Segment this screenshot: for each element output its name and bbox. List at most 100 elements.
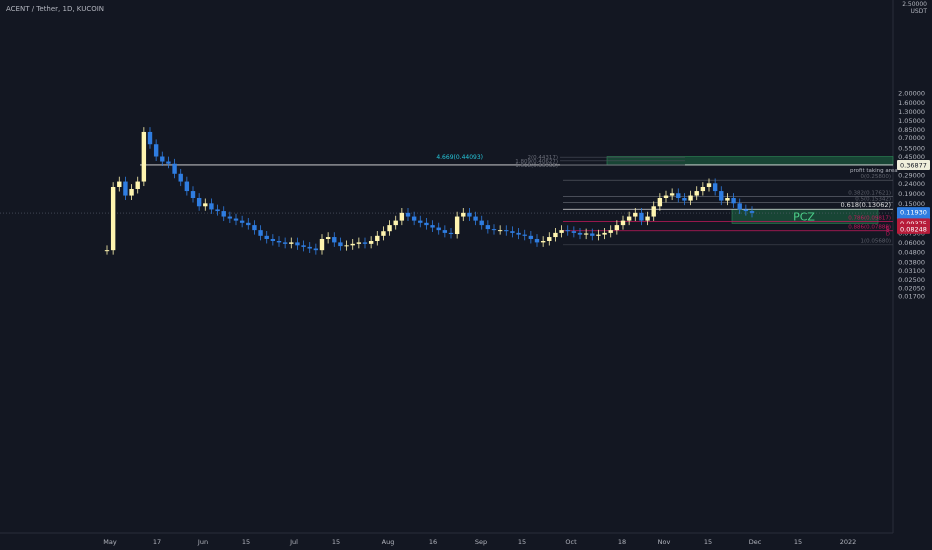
- axis-currency: USDT: [911, 8, 928, 15]
- candle-body: [135, 181, 140, 189]
- candle-body: [620, 220, 626, 226]
- candle-body: [196, 197, 202, 207]
- candle-body: [565, 230, 570, 232]
- time-tick: 15: [332, 538, 340, 546]
- fib-label-6: 1(0.05680): [860, 239, 891, 245]
- candle-body: [436, 227, 441, 231]
- price-tick: 0.70000: [898, 134, 925, 142]
- candle-body: [203, 203, 208, 207]
- candle-body: [577, 232, 583, 235]
- candle-body: [332, 237, 337, 243]
- candle-body: [497, 230, 503, 232]
- candle-body: [375, 235, 380, 241]
- candle-body: [461, 212, 466, 217]
- candle-body: [510, 231, 515, 233]
- candle-body: [190, 191, 196, 198]
- candle-body: [166, 161, 171, 164]
- candle-body: [602, 232, 607, 235]
- candle-body: [442, 230, 448, 233]
- candle-body: [233, 218, 239, 221]
- price-tick: 0.85000: [898, 126, 925, 134]
- price-tick: 0.19000: [898, 190, 925, 198]
- candle-body: [325, 237, 331, 239]
- level-1-label: 0.09375: [900, 220, 927, 228]
- candle-body: [657, 197, 663, 207]
- time-axis[interactable]: May 17 Jun 15 Jul 15 Aug 16 Sep 15 Oct 18 Nov 15 Dec 15…: [103, 538, 856, 546]
- ext-label-2: 1.618(0.36938): [515, 163, 558, 169]
- candle-body: [104, 250, 110, 252]
- price-tick: 0.45000: [898, 153, 925, 161]
- candle-body: [467, 212, 472, 217]
- price-tick: 0.55000: [898, 144, 925, 152]
- candle-body: [688, 195, 693, 201]
- price-tick: 0.15000: [898, 200, 925, 208]
- candle-body: [381, 231, 386, 236]
- candle-body: [491, 229, 497, 231]
- candle-body: [424, 222, 429, 226]
- price-axis[interactable]: 2.50000USDT2.000001.600001.300001.050000…: [897, 1, 930, 301]
- level-2-label-bg: [897, 223, 930, 234]
- candle-body: [153, 144, 159, 157]
- fib-label-5: 0.886(0.07888): [848, 225, 891, 231]
- candle-body: [117, 181, 122, 188]
- candle-body: [553, 232, 558, 238]
- candle-body: [534, 238, 540, 243]
- candle-body: [356, 242, 362, 244]
- candle-body: [338, 242, 343, 247]
- tag-b: B: [886, 227, 890, 233]
- time-tick: Jun: [197, 538, 208, 546]
- price-tick: 1.30000: [898, 108, 925, 116]
- time-tick: May: [103, 538, 117, 546]
- candle-body: [626, 216, 632, 221]
- candle-body: [319, 238, 325, 251]
- current-price-label: 0.11930: [900, 209, 927, 217]
- candle-body: [700, 187, 706, 192]
- price-tick: 0.06000: [898, 239, 925, 247]
- candle-body: [694, 191, 699, 196]
- candle-body: [725, 197, 730, 201]
- price-tick: 0.02500: [898, 276, 925, 284]
- time-tick: Oct: [565, 538, 577, 546]
- price-tick: 0.24000: [898, 180, 925, 188]
- candle-body: [743, 209, 749, 212]
- fib-label-1: 0.382(0.17621): [848, 190, 891, 196]
- candle-body: [147, 131, 153, 145]
- candle-body: [430, 225, 435, 228]
- candle-body: [264, 235, 269, 239]
- price-tick: 0.29000: [898, 172, 925, 180]
- candle-body: [479, 220, 484, 226]
- candle-body: [590, 233, 595, 236]
- time-tick: Jul: [289, 538, 298, 546]
- candle-body: [368, 240, 374, 244]
- candle-body: [221, 211, 226, 217]
- candle-body: [473, 216, 478, 221]
- fib-label-2: 0.5(0.15342): [855, 196, 891, 202]
- candle-body: [608, 230, 613, 233]
- price-tick: 0.03100: [898, 267, 925, 275]
- candle-body: [583, 233, 589, 235]
- candle-body: [123, 181, 128, 196]
- price-tick: 1.05000: [898, 117, 925, 125]
- candle-body: [405, 212, 411, 217]
- candle-body: [295, 242, 300, 246]
- candle-body: [485, 225, 491, 230]
- candle-body: [178, 173, 183, 182]
- candle-body: [712, 183, 718, 192]
- ext-4669-label: 4.669(0.44093): [436, 154, 483, 161]
- candle-body: [258, 230, 263, 236]
- candle-body: [559, 230, 564, 233]
- candle-body: [719, 191, 724, 201]
- candle-body: [227, 216, 233, 219]
- candle-body: [270, 238, 276, 241]
- tag-c: C: [886, 226, 890, 232]
- candle-body: [252, 225, 257, 231]
- axis-top-value: 2.50000: [902, 1, 927, 8]
- candle-body: [399, 212, 405, 221]
- tag-d: D: [886, 232, 890, 238]
- candle-body: [676, 193, 681, 198]
- price-tick: 1.60000: [898, 99, 925, 107]
- candle-body: [350, 243, 355, 246]
- candle-body: [411, 216, 417, 221]
- candle-body: [516, 232, 521, 235]
